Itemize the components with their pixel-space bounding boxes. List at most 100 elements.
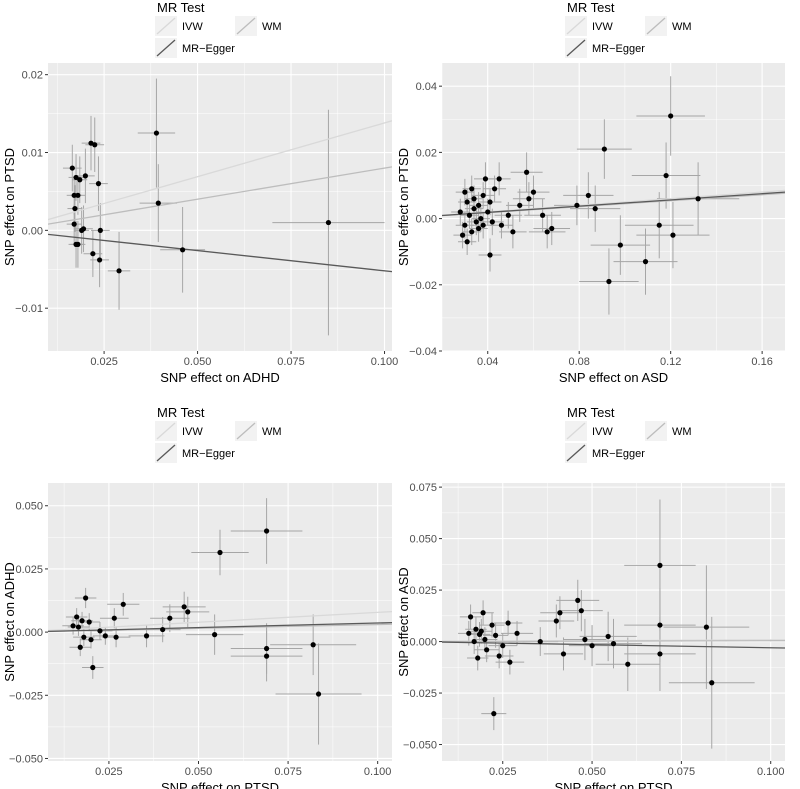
x-tick-label: 0.100 (371, 356, 399, 368)
data-point (487, 252, 493, 258)
data-point (475, 655, 481, 661)
y-tick-label: 0.000 (409, 637, 437, 649)
legend-key-line (156, 39, 176, 57)
y-tick-label: 0.00 (22, 225, 43, 237)
x-tick-label: 0.12 (660, 356, 681, 368)
data-point (589, 643, 595, 649)
data-point (480, 192, 486, 199)
data-point (517, 202, 523, 208)
data-point (496, 653, 502, 659)
data-point (484, 647, 490, 653)
plot-background (48, 63, 392, 351)
data-point (71, 192, 77, 198)
plot-content (442, 76, 785, 315)
data-point (549, 225, 555, 232)
legend-label: WM (262, 21, 282, 33)
legend-entry: WM (645, 421, 692, 441)
legend-key-line (566, 422, 586, 440)
y-tick-label: −0.025 (403, 688, 437, 700)
data-point (526, 196, 532, 202)
chart-panel-3: MR Test IVW WM MR−Egger 0.025 0.050 0.075 0.100… (2, 405, 392, 789)
legend-key-line (646, 17, 666, 35)
data-point (464, 199, 470, 205)
data-point (466, 212, 473, 218)
regression-line-mregger (48, 621, 392, 633)
legend-key-line (236, 422, 256, 440)
y-tick-label: 0.025 (15, 564, 43, 576)
legend-key-line (566, 444, 586, 462)
legend-title: MR Test (567, 0, 615, 15)
data-point (709, 680, 715, 686)
data-point (459, 232, 466, 238)
data-point (155, 200, 161, 206)
legend-entry: IVW (565, 16, 613, 36)
data-point (310, 642, 316, 648)
data-point (605, 633, 611, 640)
y-tick-label: −0.025 (9, 690, 43, 702)
data-point (592, 206, 598, 212)
data-point (466, 630, 472, 636)
legend-entry: MR−Egger (155, 443, 235, 463)
data-point (610, 641, 617, 647)
x-tick-label: 0.050 (185, 766, 213, 778)
data-point (464, 239, 470, 245)
data-point (557, 610, 563, 616)
data-point (82, 173, 88, 179)
data-point (457, 209, 463, 215)
data-point (537, 638, 543, 645)
legend-label: MR−Egger (182, 448, 235, 460)
data-point (553, 618, 559, 624)
legend-entry: WM (645, 16, 692, 36)
data-point (642, 259, 649, 265)
data-point (663, 172, 669, 179)
y-tick-label: −0.02 (409, 280, 437, 292)
data-point (469, 229, 475, 235)
x-axis-title: SNP effect on ASD (559, 370, 668, 385)
legend-entry: WM (235, 421, 282, 441)
data-point (695, 196, 701, 202)
data-point (575, 597, 581, 603)
data-point (657, 651, 663, 657)
plot-content (442, 499, 785, 749)
data-point (181, 604, 187, 610)
data-point (524, 169, 530, 175)
legend-title: MR Test (567, 405, 615, 420)
data-point (70, 623, 76, 629)
x-tick-label: 0.075 (274, 766, 302, 778)
data-point (72, 205, 78, 212)
data-point (510, 229, 516, 235)
data-point (540, 212, 546, 218)
regression-line-mregger (442, 191, 785, 217)
data-point (160, 626, 166, 633)
gridlines (442, 483, 785, 761)
data-point (97, 227, 103, 233)
plot-background (442, 63, 785, 351)
data-point (88, 637, 94, 643)
data-point (492, 632, 499, 638)
x-tick-label: 0.075 (668, 766, 696, 778)
data-point (560, 651, 567, 657)
y-tick-label: 0.075 (409, 482, 437, 494)
data-point (263, 528, 270, 534)
regression-line-ivw (48, 610, 392, 632)
data-point (143, 633, 150, 639)
data-point (657, 622, 663, 628)
data-point (77, 177, 83, 183)
y-tick-label: 0.050 (409, 534, 437, 546)
data-point (475, 202, 482, 208)
data-point (514, 630, 520, 636)
data-point (97, 628, 103, 634)
x-tick-label: 0.16 (751, 356, 772, 368)
data-point (75, 241, 81, 247)
x-tick-label: 0.04 (477, 356, 498, 368)
x-tick-label: 0.100 (757, 766, 785, 778)
data-point (90, 251, 96, 257)
data-point (500, 643, 506, 649)
legend-label: IVW (182, 21, 203, 33)
y-axis-title: SNP effect on PTSD (2, 148, 17, 266)
legend-key-line (156, 422, 176, 440)
y-tick-label: 0.00 (416, 214, 437, 226)
regression-line-wm (48, 166, 392, 225)
y-tick-label: 0.02 (22, 70, 43, 82)
data-point (462, 189, 468, 195)
